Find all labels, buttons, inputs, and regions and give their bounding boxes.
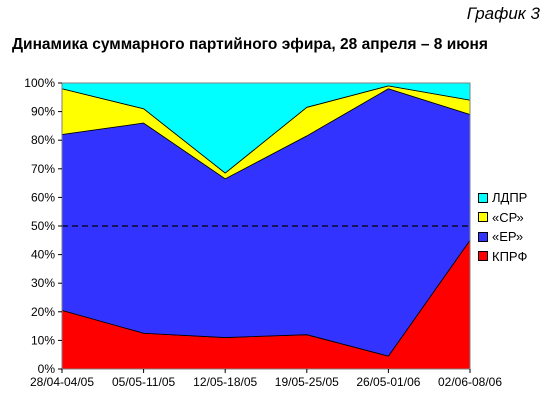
x-tick-label: 28/04-04/05 <box>30 375 94 389</box>
y-tick-label: 80% <box>31 133 55 147</box>
y-tick-label: 0% <box>38 362 56 376</box>
legend-swatch-ldpr <box>478 192 488 203</box>
y-tick-label: 50% <box>31 219 55 233</box>
y-tick-label: 20% <box>31 305 55 319</box>
x-tick-label: 02/06-08/06 <box>438 375 502 389</box>
legend-item-ldpr: ЛДПР <box>478 188 527 208</box>
x-tick-label: 12/05-18/05 <box>193 375 257 389</box>
figure-label: График 3 <box>466 4 540 23</box>
x-tick-label: 26/05-01/06 <box>356 375 420 389</box>
legend-label-kprf: КПРФ <box>492 248 528 264</box>
legend-swatch-kprf <box>478 251 488 262</box>
legend-item-kprf: КПРФ <box>478 247 527 267</box>
legend-swatch-er <box>478 231 488 242</box>
y-tick-label: 60% <box>31 190 55 204</box>
y-tick-label: 30% <box>31 276 55 290</box>
legend-label-ldpr: ЛДПР <box>492 190 528 206</box>
x-tick-label: 05/05-11/05 <box>112 375 175 389</box>
legend-label-sr: «СР» <box>492 209 524 225</box>
legend-item-er: «ЕР» <box>478 227 527 247</box>
legend: ЛДПР «СР» «ЕР» КПРФ <box>478 188 527 266</box>
y-tick-label: 100% <box>24 76 55 90</box>
y-tick-label: 10% <box>31 333 55 347</box>
legend-item-sr: «СР» <box>478 208 527 228</box>
y-tick-label: 90% <box>31 105 55 119</box>
y-tick-label: 40% <box>31 248 55 262</box>
y-tick-label: 70% <box>31 162 55 176</box>
x-tick-label: 19/05-25/05 <box>275 375 339 389</box>
legend-label-er: «ЕР» <box>492 229 524 245</box>
chart-title: Динамика суммарного партийного эфира, 28… <box>12 36 488 53</box>
legend-swatch-sr <box>478 212 488 223</box>
